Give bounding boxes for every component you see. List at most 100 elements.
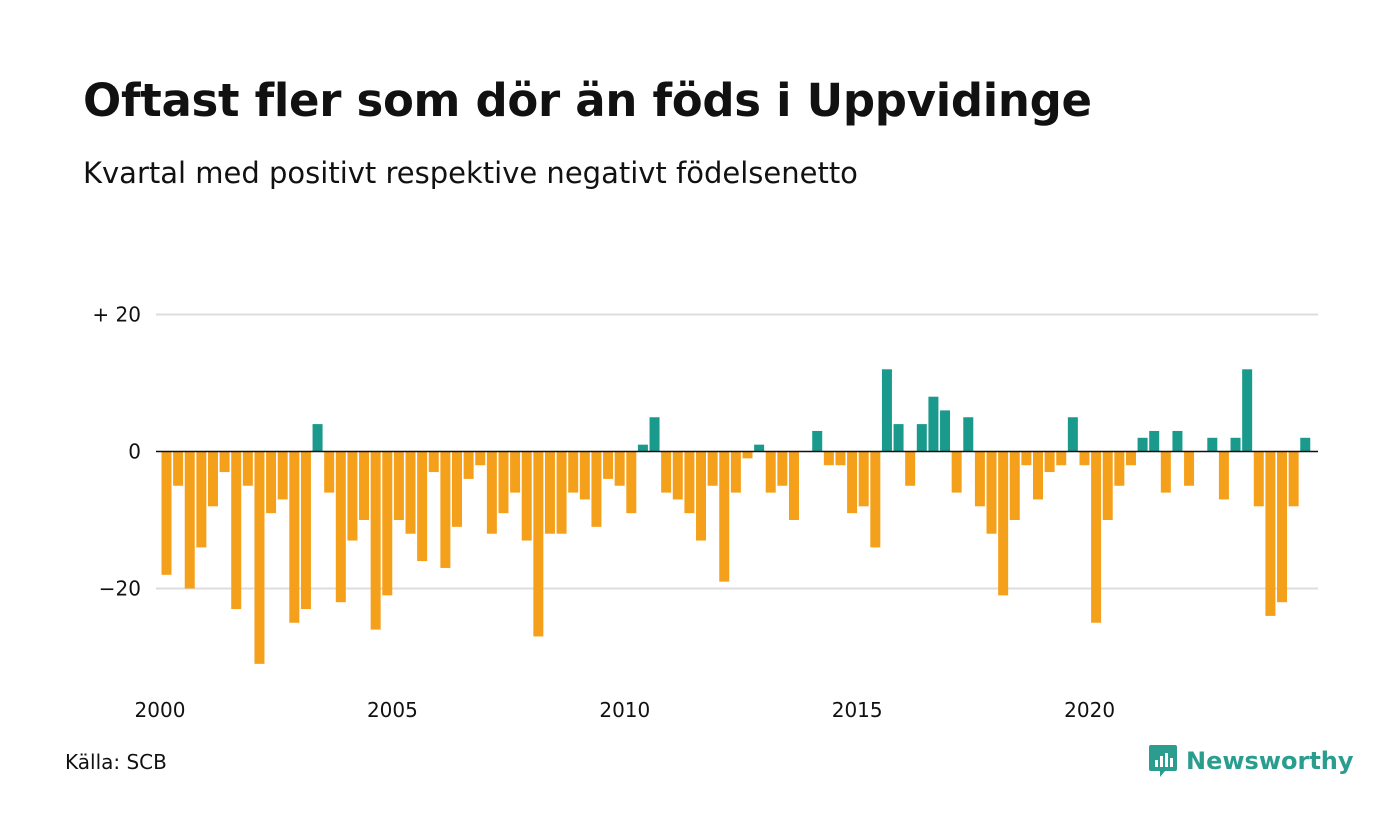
bar-negative (475, 451, 486, 466)
bar-positive (812, 430, 823, 452)
bar-negative (1009, 451, 1020, 520)
bar-negative (661, 451, 672, 493)
bar-positive (963, 417, 974, 452)
bar-negative (359, 451, 370, 520)
axis-labels: + 20 0 −20 2000 2005 2010 2015 2020 (92, 303, 1115, 723)
bar-positive (637, 444, 648, 452)
bar-negative (974, 451, 985, 507)
bar-positive (754, 444, 765, 452)
bar-negative (707, 451, 718, 486)
bar-negative (1056, 451, 1067, 466)
bar-negative (405, 451, 416, 534)
bar-negative (184, 451, 195, 589)
bar-negative (719, 451, 730, 582)
bar-negative (417, 451, 428, 562)
bar-negative (1044, 451, 1055, 473)
bar-negative (452, 451, 462, 527)
bars (161, 369, 1311, 664)
bar-negative (765, 451, 776, 493)
x-tick-label: 2020 (1064, 698, 1115, 722)
bar-negative (196, 451, 207, 548)
bar-negative (742, 451, 753, 459)
bar-positive (1137, 437, 1148, 452)
bar-positive (940, 410, 951, 452)
x-tick-label: 2005 (367, 698, 418, 722)
bar-negative (1079, 451, 1090, 466)
bar-negative (626, 451, 637, 514)
x-tick-label: 2015 (832, 698, 883, 722)
bar-negative (382, 451, 393, 596)
bar-negative (463, 451, 474, 479)
bar-negative (428, 451, 439, 473)
bar-negative (568, 451, 579, 493)
bar-negative (603, 451, 614, 479)
chart-speech-bubble-icon (1149, 745, 1177, 777)
bar-negative (672, 451, 683, 500)
bar-positive (916, 424, 927, 452)
bar-negative (1125, 451, 1136, 466)
bar-negative (393, 451, 404, 520)
bar-positive (1300, 437, 1311, 452)
bar-negative (300, 451, 311, 610)
bar-negative (277, 451, 288, 500)
bar-negative (498, 451, 509, 514)
bar-negative (289, 451, 300, 623)
bar-negative (370, 451, 381, 630)
bar-negative (847, 451, 858, 514)
bar-negative (858, 451, 869, 507)
bar-negative (521, 451, 532, 541)
bar-negative (533, 451, 544, 637)
bar-positive (1149, 430, 1160, 452)
bar-negative (486, 451, 497, 534)
bar-negative (579, 451, 590, 500)
bar-negative (1114, 451, 1125, 486)
bar-negative (510, 451, 521, 493)
chart-subtitle: Kvartal med positivt respektive negativt… (83, 156, 858, 190)
bar-negative (242, 451, 253, 486)
bar-positive (312, 424, 323, 452)
bar-negative (544, 451, 555, 534)
gridlines (156, 313, 1318, 590)
bar-negative (266, 451, 277, 514)
bar-negative (1160, 451, 1171, 493)
bar-negative (870, 451, 881, 548)
bar-positive (1242, 369, 1253, 452)
bar-negative (173, 451, 184, 486)
bar-negative (1218, 451, 1229, 500)
bar-negative (998, 451, 1009, 596)
bar-negative (951, 451, 962, 493)
bar-negative (823, 451, 834, 466)
bar-negative (335, 451, 346, 603)
y-tick-label: + 20 (92, 303, 141, 327)
bar-negative (696, 451, 707, 541)
bar-negative (1288, 451, 1299, 507)
bar-positive (1207, 437, 1218, 452)
bar-negative (591, 451, 602, 527)
bar-negative (777, 451, 788, 486)
bar-negative (231, 451, 242, 610)
bar-positive (1230, 437, 1241, 452)
bar-negative (835, 451, 846, 466)
bar-negative (1091, 451, 1102, 623)
x-tick-label: 2000 (135, 698, 186, 722)
bar-negative (207, 451, 218, 507)
brand-name: Newsworthy (1186, 747, 1354, 775)
bar-positive (928, 396, 939, 452)
bar-negative (684, 451, 695, 514)
bar-negative (556, 451, 567, 534)
bar-negative (1184, 451, 1195, 486)
bar-negative (161, 451, 172, 575)
brand-logo: Newsworthy (1148, 744, 1354, 778)
bar-negative (986, 451, 997, 534)
bar-negative (1265, 451, 1276, 616)
bar-negative (1102, 451, 1113, 520)
bar-negative (347, 451, 358, 541)
bar-negative (440, 451, 451, 568)
bar-positive (649, 417, 660, 452)
bar-positive (881, 369, 892, 452)
bar-negative (1277, 451, 1288, 603)
bar-negative (1021, 451, 1032, 466)
x-tick-label: 2010 (599, 698, 650, 722)
chart-title: Oftast fler som dör än föds i Uppvidinge (83, 74, 1092, 127)
